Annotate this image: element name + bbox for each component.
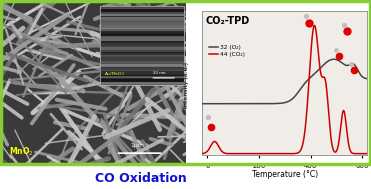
Text: Intensity (a.u.): Intensity (a.u.) — [184, 62, 189, 108]
Text: 20 nm: 20 nm — [153, 71, 165, 75]
X-axis label: Temperature (°C): Temperature (°C) — [252, 170, 318, 179]
Text: CO₂-TPD: CO₂-TPD — [206, 16, 250, 26]
Legend: 32 (O₂), 44 (CO₂): 32 (O₂), 44 (CO₂) — [207, 43, 247, 60]
Text: CO Oxidation: CO Oxidation — [95, 172, 187, 185]
Text: Au/MnO$_2$: Au/MnO$_2$ — [104, 70, 124, 78]
Text: MnO$_2$: MnO$_2$ — [9, 146, 34, 158]
Text: 1μm: 1μm — [131, 143, 144, 148]
